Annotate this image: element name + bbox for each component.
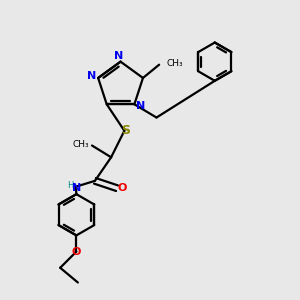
Text: O: O bbox=[72, 247, 81, 257]
Text: N: N bbox=[87, 71, 96, 82]
Text: N: N bbox=[136, 101, 145, 111]
Text: O: O bbox=[118, 183, 127, 193]
Text: CH₃: CH₃ bbox=[72, 140, 89, 148]
Text: H: H bbox=[67, 181, 74, 190]
Text: CH₃: CH₃ bbox=[167, 59, 183, 68]
Text: S: S bbox=[121, 124, 130, 137]
Text: N: N bbox=[72, 183, 81, 193]
Text: N: N bbox=[114, 51, 123, 62]
